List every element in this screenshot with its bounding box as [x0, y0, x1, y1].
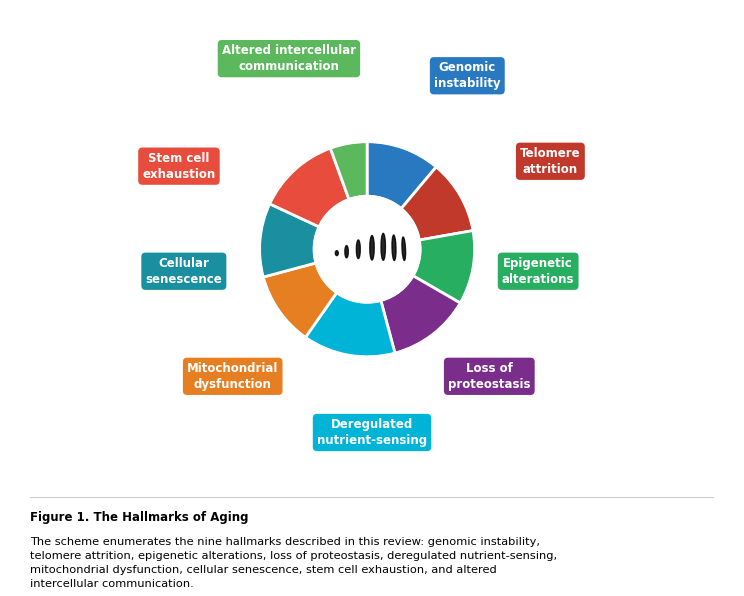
Wedge shape	[381, 275, 461, 353]
Ellipse shape	[402, 237, 405, 260]
Text: ⬛: ⬛	[364, 249, 371, 259]
Circle shape	[313, 195, 421, 303]
Text: Deregulated
nutrient-sensing: Deregulated nutrient-sensing	[317, 418, 427, 447]
Text: Genomic
instability: Genomic instability	[434, 61, 501, 90]
Wedge shape	[413, 231, 475, 303]
Text: Altered intercellular
communication: Altered intercellular communication	[222, 44, 356, 73]
Wedge shape	[306, 293, 395, 357]
Text: Mitochondrial
dysfunction: Mitochondrial dysfunction	[187, 362, 278, 391]
Wedge shape	[269, 148, 349, 227]
Text: Stem cell
exhaustion: Stem cell exhaustion	[142, 151, 216, 181]
Text: Cellular
senescence: Cellular senescence	[146, 257, 222, 285]
Ellipse shape	[370, 235, 374, 260]
Wedge shape	[330, 142, 367, 200]
Ellipse shape	[345, 246, 348, 258]
Wedge shape	[367, 142, 436, 209]
Ellipse shape	[392, 235, 396, 260]
Ellipse shape	[381, 234, 385, 260]
Text: Epigenetic
alterations: Epigenetic alterations	[502, 257, 574, 285]
Text: The scheme enumerates the nine hallmarks described in this review: genomic insta: The scheme enumerates the nine hallmarks…	[30, 538, 557, 589]
Wedge shape	[401, 167, 473, 240]
Ellipse shape	[336, 251, 339, 256]
Wedge shape	[263, 263, 337, 337]
Ellipse shape	[356, 240, 360, 259]
Wedge shape	[260, 204, 319, 277]
Text: Loss of
proteostasis: Loss of proteostasis	[448, 362, 530, 391]
Text: Telomere
attrition: Telomere attrition	[520, 147, 581, 176]
Text: Figure 1. The Hallmarks of Aging: Figure 1. The Hallmarks of Aging	[30, 511, 248, 524]
